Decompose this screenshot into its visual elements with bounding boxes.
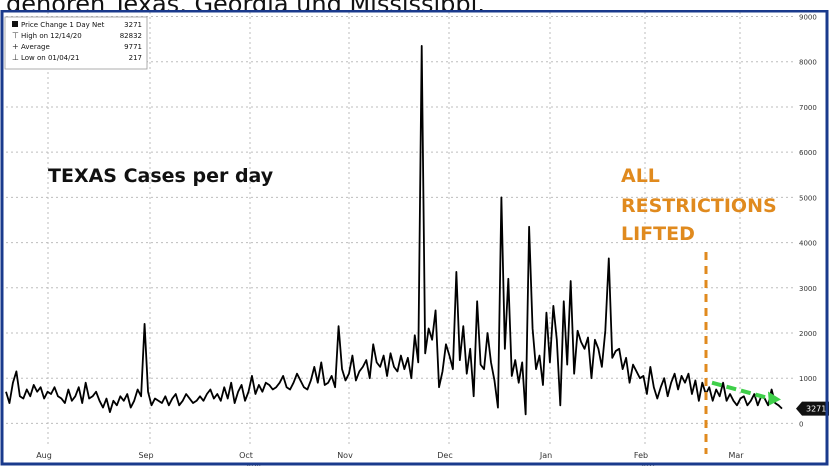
- legend-average-label: Average: [21, 43, 50, 51]
- chart-frame: [0, 9, 829, 466]
- annotation-restrictions-line2: RESTRICTIONS: [621, 195, 777, 217]
- legend-background: [4, 16, 148, 70]
- x-tick-label: Mar: [728, 451, 744, 460]
- x-tick-label: Aug: [36, 451, 52, 460]
- trend-arrow-icon: [768, 391, 781, 406]
- last-value-tag-shape: [796, 401, 829, 416]
- legend-high-label: High on 12/14/20: [21, 32, 82, 40]
- y-tick-label: 0: [799, 420, 803, 428]
- x-tick-label: Dec: [437, 451, 452, 460]
- chart-panel: AugSepOctNovDecJanFebMar20202021 0100020…: [0, 9, 829, 470]
- y-tick-label: 5000: [799, 194, 817, 202]
- legend-title-label: Price Change 1 Day Net: [21, 21, 105, 29]
- x-tick-label: Sep: [138, 451, 153, 460]
- legend-low-label: Low on 01/04/21: [21, 54, 79, 62]
- legend-title-value: 3271: [124, 21, 142, 29]
- x-tick-label: Feb: [634, 451, 648, 460]
- y-tick-label: 7000: [799, 104, 817, 112]
- y-axis-labels: 0 1000 2000 3000 4000 5000 6000 7000 8000 9000: [799, 14, 817, 429]
- y-tick-label: 9000: [799, 14, 817, 22]
- legend-high-value: 82832: [120, 32, 142, 40]
- legend-low-icon: ⊥: [12, 53, 19, 62]
- y-tick-label: 1000: [799, 375, 817, 383]
- legend-high-icon: ⊤: [12, 31, 19, 40]
- annotation-restrictions-line1: ALL: [621, 165, 660, 187]
- x-tick-label: Nov: [337, 451, 353, 460]
- legend-box: Price Change 1 Day Net 3271 ⊤ High on 12…: [4, 16, 148, 70]
- legend-series-swatch: [12, 21, 18, 27]
- line-chart: AugSepOctNovDecJanFebMar20202021 0100020…: [0, 9, 829, 470]
- y-tick-label: 8000: [799, 59, 817, 67]
- annotation-chart-title: TEXAS Cases per day: [48, 165, 274, 187]
- annotation-restrictions-line3: LIFTED: [621, 223, 695, 245]
- x-tick-label: Oct: [239, 451, 253, 460]
- legend-average-icon: +: [12, 42, 19, 51]
- series-line: [5, 45, 783, 416]
- last-value-tag-text: 3271: [806, 405, 826, 414]
- y-tick-label: 3000: [799, 285, 817, 293]
- legend-average-value: 9771: [124, 43, 142, 51]
- legend-low-value: 217: [129, 54, 142, 62]
- y-tick-label: 4000: [799, 240, 817, 248]
- trend-line: [711, 380, 771, 401]
- x-tick-label: Jan: [539, 451, 552, 460]
- y-tick-label: 6000: [799, 149, 817, 157]
- last-value-tag: 3271: [796, 401, 829, 416]
- y-tick-label: 2000: [799, 330, 817, 338]
